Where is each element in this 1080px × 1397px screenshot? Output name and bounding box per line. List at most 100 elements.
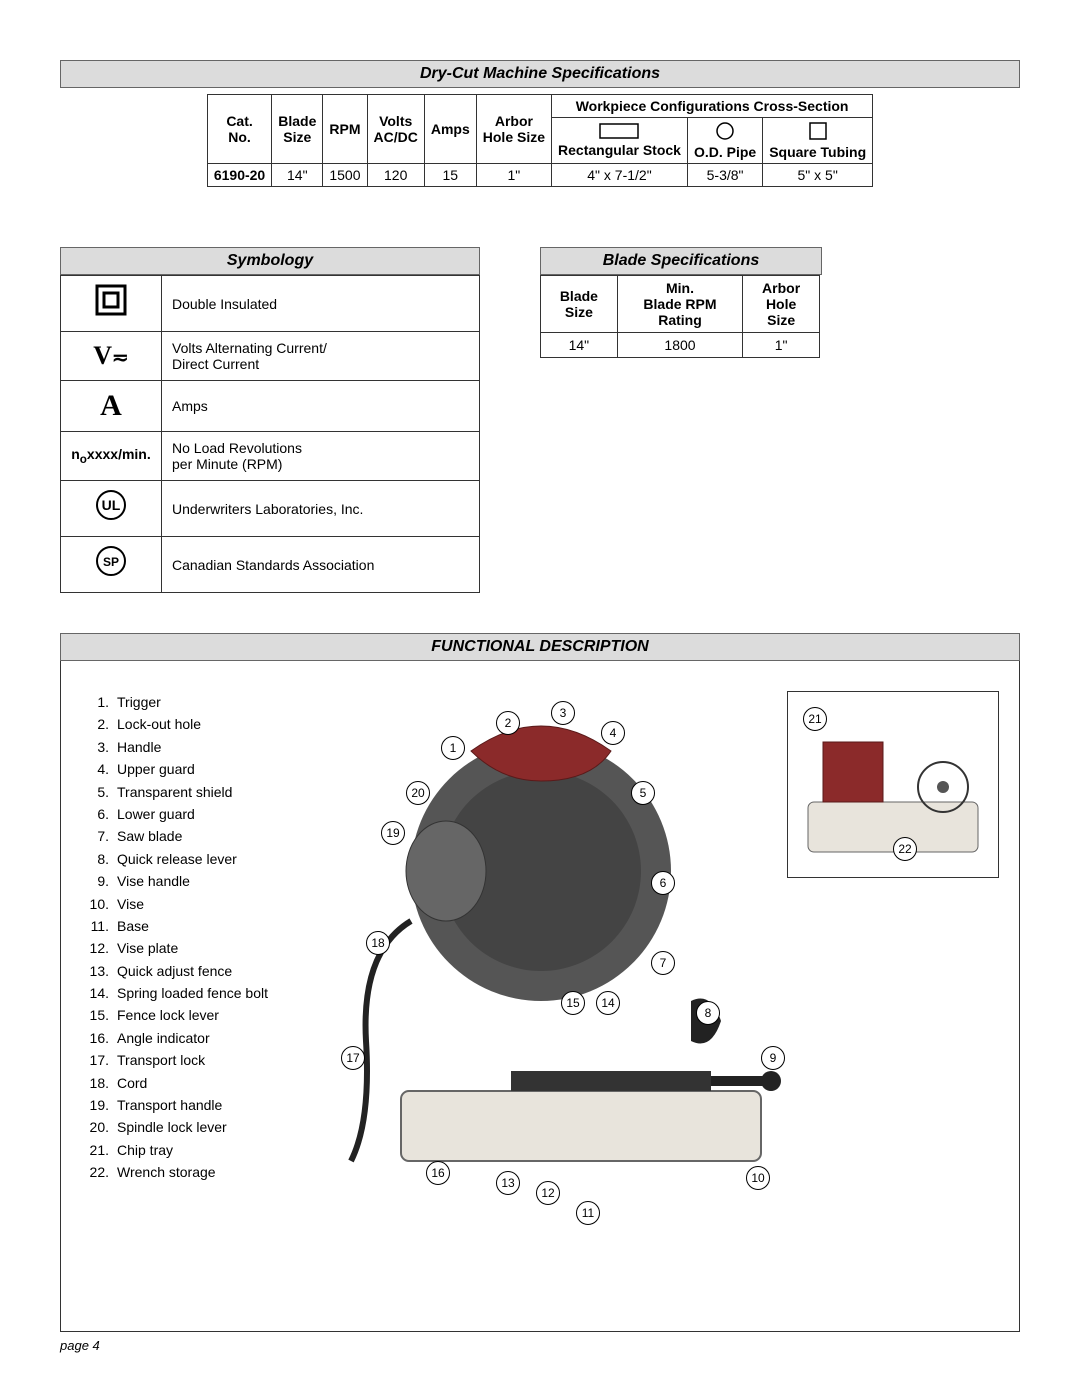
list-label: Cord xyxy=(117,1072,147,1094)
callout-12: 12 xyxy=(536,1181,560,1205)
svg-text:SP: SP xyxy=(103,555,119,569)
list-label: Trigger xyxy=(117,691,161,713)
table-row: Double Insulated xyxy=(61,276,480,332)
double-insulated-icon xyxy=(61,276,162,332)
svg-text:UL: UL xyxy=(102,497,121,513)
col-arbor: Arbor Hole Size xyxy=(476,95,551,164)
col-rect: Rectangular Stock xyxy=(552,118,688,164)
list-number: 6. xyxy=(81,803,117,825)
circle-icon xyxy=(715,121,735,141)
list-label: Transport handle xyxy=(117,1094,222,1116)
list-label: Base xyxy=(117,915,149,937)
callout-17: 17 xyxy=(341,1046,365,1070)
amps-icon: A xyxy=(61,381,162,432)
list-number: 7. xyxy=(81,825,117,847)
page-number: page 4 xyxy=(60,1338,1020,1353)
col-blade-arbor: Arbor Hole Size xyxy=(743,276,820,333)
callout-8: 8 xyxy=(696,1001,720,1025)
list-number: 4. xyxy=(81,758,117,780)
list-number: 22. xyxy=(81,1161,117,1183)
col-cat: Cat. No. xyxy=(207,95,271,164)
callout-14: 14 xyxy=(596,991,620,1015)
list-label: Lock-out hole xyxy=(117,713,201,735)
list-number: 15. xyxy=(81,1004,117,1026)
list-number: 11. xyxy=(81,915,117,937)
col-volts: Volts AC/DC xyxy=(367,95,424,164)
rpm-icon: noxxxx/min. xyxy=(61,432,162,481)
callout-5: 5 xyxy=(631,781,655,805)
table-row: 6190-20 14" 1500 120 15 1" 4" x 7-1/2" 5… xyxy=(207,164,872,187)
functional-box: 1.Trigger2.Lock-out hole3.Handle4.Upper … xyxy=(60,661,1020,1332)
list-number: 9. xyxy=(81,870,117,892)
callout-4: 4 xyxy=(601,721,625,745)
callout-16: 16 xyxy=(426,1161,450,1185)
col-amps: Amps xyxy=(424,95,476,164)
table-row: V≂ Volts Alternating Current/ Direct Cur… xyxy=(61,332,480,381)
inset-diagram: 21 22 xyxy=(787,691,999,878)
square-icon xyxy=(808,121,828,141)
table-row: A Amps xyxy=(61,381,480,432)
list-label: Angle indicator xyxy=(117,1027,210,1049)
list-label: Quick release lever xyxy=(117,848,237,870)
list-number: 14. xyxy=(81,982,117,1004)
col-rpm: RPM xyxy=(323,95,367,164)
list-label: Fence lock lever xyxy=(117,1004,219,1026)
callout-22: 22 xyxy=(893,837,917,861)
callout-21: 21 xyxy=(803,707,827,731)
list-label: Handle xyxy=(117,736,161,758)
rect-icon xyxy=(599,123,639,139)
list-number: 19. xyxy=(81,1094,117,1116)
callout-18: 18 xyxy=(366,931,390,955)
blade-spec-table: Blade Size Min. Blade RPM Rating Arbor H… xyxy=(540,275,820,358)
list-label: Vise xyxy=(117,893,144,915)
list-label: Vise handle xyxy=(117,870,190,892)
list-label: Wrench storage xyxy=(117,1161,216,1183)
list-number: 12. xyxy=(81,937,117,959)
callout-1: 1 xyxy=(441,736,465,760)
list-label: Upper guard xyxy=(117,758,195,780)
list-label: Transport lock xyxy=(117,1049,205,1071)
list-label: Lower guard xyxy=(117,803,195,825)
callout-7: 7 xyxy=(651,951,675,975)
list-number: 17. xyxy=(81,1049,117,1071)
list-number: 18. xyxy=(81,1072,117,1094)
csa-icon: SP xyxy=(61,537,162,593)
table-row: UL Underwriters Laboratories, Inc. xyxy=(61,481,480,537)
callout-9: 9 xyxy=(761,1046,785,1070)
callout-13: 13 xyxy=(496,1171,520,1195)
list-label: Vise plate xyxy=(117,937,178,959)
callout-19: 19 xyxy=(381,821,405,845)
list-number: 10. xyxy=(81,893,117,915)
list-label: Saw blade xyxy=(117,825,182,847)
vac-icon: V≂ xyxy=(61,332,162,381)
saw-illustration xyxy=(341,691,781,1211)
list-number: 13. xyxy=(81,960,117,982)
symbology-header: Symbology xyxy=(60,247,480,275)
col-blade-size: Blade Size xyxy=(541,276,618,333)
table-row: noxxxx/min. No Load Revolutions per Minu… xyxy=(61,432,480,481)
list-number: 2. xyxy=(81,713,117,735)
list-number: 20. xyxy=(81,1116,117,1138)
list-number: 21. xyxy=(81,1139,117,1161)
list-number: 5. xyxy=(81,781,117,803)
list-label: Chip tray xyxy=(117,1139,173,1161)
callout-3: 3 xyxy=(551,701,575,725)
blade-spec-header: Blade Specifications xyxy=(540,247,822,275)
symbology-table: Double Insulated V≂ Volts Alternating Cu… xyxy=(60,275,480,593)
list-number: 8. xyxy=(81,848,117,870)
list-number: 16. xyxy=(81,1027,117,1049)
col-workpiece: Workpiece Configurations Cross-Section xyxy=(552,95,873,118)
callout-10: 10 xyxy=(746,1166,770,1190)
list-label: Quick adjust fence xyxy=(117,960,232,982)
list-number: 1. xyxy=(81,691,117,713)
list-label: Spindle lock lever xyxy=(117,1116,227,1138)
list-label: Spring loaded fence bolt xyxy=(117,982,268,1004)
col-blade-rpm: Min. Blade RPM Rating xyxy=(617,276,742,333)
col-pipe: O.D. Pipe xyxy=(687,118,762,164)
table-row: 14" 1800 1" xyxy=(541,333,820,358)
callout-6: 6 xyxy=(651,871,675,895)
table-row: SP Canadian Standards Association xyxy=(61,537,480,593)
functional-header: FUNCTIONAL DESCRIPTION xyxy=(60,633,1020,661)
drycut-spec-header: Dry-Cut Machine Specifications xyxy=(60,60,1020,88)
callout-15: 15 xyxy=(561,991,585,1015)
